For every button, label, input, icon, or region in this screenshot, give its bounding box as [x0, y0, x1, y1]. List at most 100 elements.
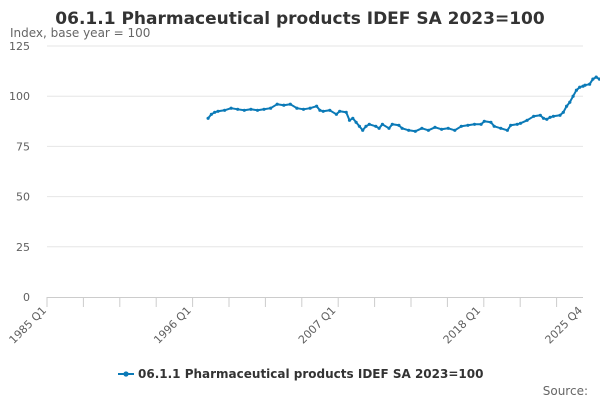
data-point[interactable]: [288, 102, 292, 106]
y-tick-label: 50: [16, 191, 30, 204]
data-point[interactable]: [295, 106, 299, 110]
data-point[interactable]: [236, 107, 240, 111]
data-point[interactable]: [538, 113, 542, 117]
y-tick-label: 100: [9, 90, 30, 103]
data-point[interactable]: [548, 115, 552, 119]
legend[interactable]: 06.1.1 Pharmaceutical products IDEF SA 2…: [118, 367, 483, 381]
data-point[interactable]: [354, 120, 358, 124]
data-point[interactable]: [541, 116, 546, 120]
y-tick-label: 125: [9, 40, 30, 53]
data-point[interactable]: [583, 83, 587, 87]
data-point[interactable]: [558, 113, 562, 117]
y-axis-label: Index, base year = 100: [10, 26, 150, 40]
data-point[interactable]: [351, 116, 355, 120]
data-point[interactable]: [334, 112, 338, 116]
data-point[interactable]: [578, 85, 582, 89]
data-point[interactable]: [597, 77, 600, 81]
data-point[interactable]: [492, 124, 496, 128]
data-point[interactable]: [338, 109, 342, 113]
x-tick-label: 1996 Q1: [151, 304, 194, 347]
data-point[interactable]: [413, 129, 417, 133]
series-line: [206, 75, 600, 133]
data-point[interactable]: [223, 108, 227, 112]
data-point[interactable]: [374, 124, 378, 128]
data-point[interactable]: [426, 128, 430, 132]
data-point[interactable]: [216, 109, 220, 113]
data-point[interactable]: [347, 118, 352, 122]
data-point[interactable]: [328, 108, 332, 112]
data-point[interactable]: [420, 126, 424, 130]
data-point[interactable]: [545, 117, 549, 121]
data-point[interactable]: [301, 107, 306, 111]
data-point[interactable]: [565, 104, 569, 108]
series-0-line: [207, 76, 600, 133]
data-point[interactable]: [282, 103, 286, 107]
data-point[interactable]: [400, 126, 404, 130]
data-point[interactable]: [315, 104, 319, 108]
data-point[interactable]: [591, 77, 595, 81]
data-point[interactable]: [532, 114, 536, 118]
data-point[interactable]: [321, 109, 325, 113]
data-point[interactable]: [594, 75, 598, 79]
data-point[interactable]: [574, 88, 579, 92]
data-point[interactable]: [525, 118, 529, 122]
data-point[interactable]: [440, 127, 444, 131]
data-point[interactable]: [551, 114, 556, 118]
data-point[interactable]: [515, 122, 519, 126]
data-point[interactable]: [446, 126, 450, 130]
data-point[interactable]: [433, 125, 437, 129]
x-tick-label: 2025 Q4: [543, 304, 586, 347]
legend-label: 06.1.1 Pharmaceutical products IDEF SA 2…: [138, 367, 483, 381]
data-point[interactable]: [344, 110, 348, 114]
y-tick-label: 75: [16, 140, 30, 153]
data-point[interactable]: [357, 124, 361, 128]
x-axis: 1985 Q1 1996 Q1 2007 Q1 2018 Q1 2025 Q4: [7, 297, 586, 347]
data-point[interactable]: [318, 108, 322, 112]
data-point[interactable]: [397, 123, 401, 127]
data-point[interactable]: [466, 123, 470, 127]
y-axis-ticks: 0 25 50 75 100 125: [9, 40, 30, 304]
data-point[interactable]: [361, 128, 365, 132]
data-point[interactable]: [308, 106, 312, 110]
x-tick-label: 2007 Q1: [296, 304, 339, 347]
data-point[interactable]: [588, 82, 592, 86]
data-point[interactable]: [459, 124, 463, 128]
data-point[interactable]: [262, 107, 266, 111]
data-point[interactable]: [377, 126, 381, 130]
data-point[interactable]: [269, 106, 273, 110]
y-tick-label: 25: [16, 241, 30, 254]
data-point[interactable]: [242, 108, 246, 112]
data-point[interactable]: [472, 122, 477, 126]
data-point[interactable]: [568, 100, 572, 104]
data-point[interactable]: [364, 124, 368, 128]
legend-swatch-marker: [123, 371, 129, 377]
data-point[interactable]: [213, 110, 217, 114]
data-point[interactable]: [367, 122, 371, 126]
data-point[interactable]: [390, 122, 394, 126]
data-point[interactable]: [209, 112, 213, 116]
data-point[interactable]: [387, 126, 391, 130]
y-tick-label: 0: [23, 291, 30, 304]
data-point[interactable]: [571, 94, 575, 98]
data-point[interactable]: [229, 106, 233, 110]
data-point[interactable]: [482, 119, 486, 123]
data-point[interactable]: [561, 110, 565, 114]
x-tick-label: 1985 Q1: [7, 304, 50, 347]
data-point[interactable]: [255, 108, 260, 112]
data-point[interactable]: [380, 122, 384, 126]
data-point[interactable]: [505, 128, 509, 132]
x-tick-label: 2018 Q1: [441, 304, 484, 347]
gridlines: [47, 45, 583, 248]
data-point[interactable]: [499, 126, 503, 130]
data-point[interactable]: [453, 128, 457, 132]
data-point[interactable]: [479, 122, 483, 126]
data-point[interactable]: [518, 121, 523, 125]
data-point[interactable]: [275, 102, 279, 106]
data-point[interactable]: [509, 123, 513, 127]
data-point[interactable]: [407, 128, 411, 132]
data-point[interactable]: [249, 107, 253, 111]
chart-title: 06.1.1 Pharmaceutical products IDEF SA 2…: [55, 9, 545, 29]
data-point[interactable]: [489, 120, 493, 124]
data-point[interactable]: [206, 116, 210, 120]
